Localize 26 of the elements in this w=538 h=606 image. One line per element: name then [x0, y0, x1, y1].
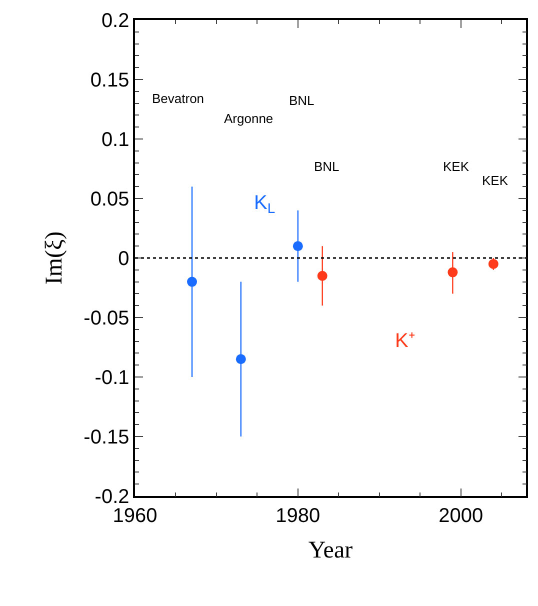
point — [187, 276, 198, 287]
legend-label: K$_{L}$ — [254, 192, 276, 216]
point — [292, 241, 303, 252]
annotation: Argonne — [224, 111, 274, 126]
annotation: Bevatron — [152, 91, 204, 106]
annotation: KEK — [443, 159, 470, 174]
y-tick-label: 0.2 — [101, 10, 130, 32]
point — [317, 270, 328, 281]
text: K⁺ — [395, 330, 416, 352]
y-axis-title: Im(ξ) — [41, 231, 68, 285]
y-tick-label: -0.05 — [84, 308, 130, 330]
x-tick-label: 1980 — [276, 504, 320, 527]
point — [488, 258, 498, 269]
annotation: BNL — [289, 93, 314, 108]
annotation: BNL — [314, 159, 340, 174]
y-tick-label: 0.05 — [90, 188, 130, 210]
point — [448, 267, 458, 278]
y-tick-label: 0 — [118, 248, 130, 270]
y-tick-label: 0.15 — [90, 70, 130, 92]
annotation: KEK — [482, 173, 508, 188]
x-tick-label: 2000 — [438, 504, 484, 527]
x-axis-title: Year — [308, 538, 353, 564]
point — [236, 354, 246, 364]
y-tick-label: -0.1 — [94, 367, 130, 389]
y-tick-label: 0.1 — [101, 129, 130, 151]
y-tick-label: -0.15 — [84, 426, 130, 448]
